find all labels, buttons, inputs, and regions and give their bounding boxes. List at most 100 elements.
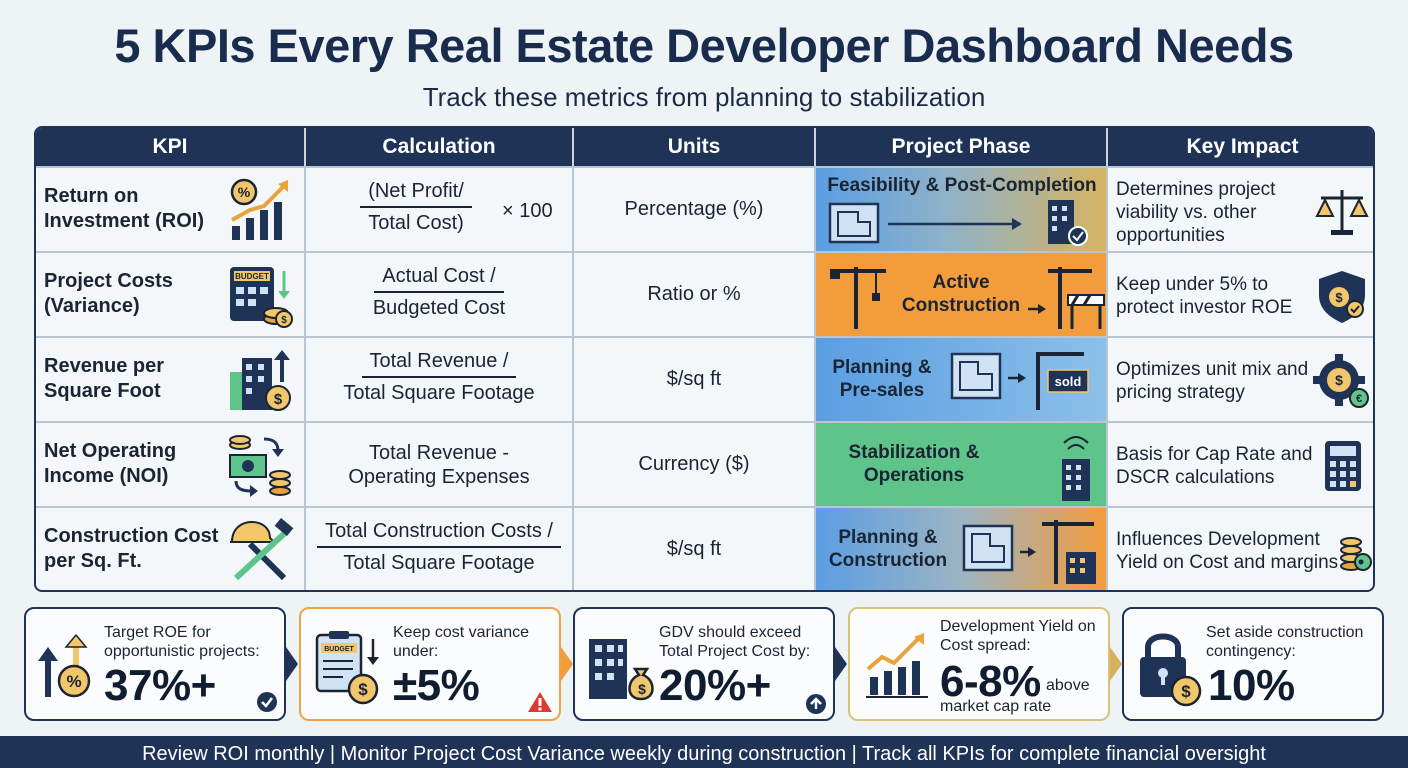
calculation-numerator: Total Construction Costs / xyxy=(317,520,561,548)
calculation-denominator: Budgeted Cost xyxy=(372,297,506,319)
check-circle-icon xyxy=(257,692,277,712)
card-label: Target ROE for opportunistic projects: xyxy=(104,624,260,660)
units-cell: $/sq ft xyxy=(574,338,816,421)
calculation-fraction: (Net Profit/ Total Cost) xyxy=(316,180,516,235)
shield-money-icon: $ xyxy=(1319,271,1365,323)
impact-cell: Influences Development Yield on Cost and… xyxy=(1108,508,1373,590)
phase-label: Stabilization & Operations xyxy=(848,442,980,486)
impact-text: Determines project viability vs. other o… xyxy=(1116,179,1276,246)
lock-coin-icon: $ xyxy=(1140,633,1202,707)
budget-clipboard-icon: BUDGET $ xyxy=(315,631,379,705)
units-cell: Currency ($) xyxy=(574,423,816,506)
kpi-name: Return on Investment (ROI) xyxy=(44,185,205,232)
column-header-units: Units xyxy=(574,128,816,166)
svg-text:BUDGET: BUDGET xyxy=(324,646,354,653)
yield-spread-card: Development Yield on Cost spread: 6-8% a… xyxy=(848,607,1110,721)
card-label: Development Yield on Cost spread: xyxy=(940,618,1096,654)
contingency-card: $ Set aside construction contingency: 10… xyxy=(1122,607,1384,721)
calculation-cell: (Net Profit/ Total Cost) × 100 xyxy=(306,168,574,251)
calculation-fraction: Total Revenue / Total Square Footage xyxy=(306,350,572,405)
table-header: KPI Calculation Units Project Phase Key … xyxy=(36,128,1373,166)
units-cell: Ratio or % xyxy=(574,253,816,336)
column-header-calculation: Calculation xyxy=(306,128,574,166)
card-value: ±5% xyxy=(393,661,480,710)
calculation-numerator: (Net Profit/ xyxy=(360,180,472,208)
kpi-cell: Net Operating Income (NOI) xyxy=(36,423,306,506)
calculation-fraction: Total Construction Costs / Total Square … xyxy=(306,520,572,575)
calculation-line: Total Revenue - xyxy=(368,442,510,464)
kpi-table: KPI Calculation Units Project Phase Key … xyxy=(34,126,1375,592)
arrow-up-circle-icon xyxy=(806,694,826,714)
phase-cell: Feasibility & Post-Completion xyxy=(816,168,1108,251)
phase-cell: Planning & Construction xyxy=(816,508,1108,590)
page-title: 5 KPIs Every Real Estate Developer Dashb… xyxy=(114,19,1294,72)
impact-text: Keep under 5% to protect investor ROE xyxy=(1116,274,1293,318)
svg-text:$: $ xyxy=(281,315,287,326)
units-value: Ratio or % xyxy=(647,283,741,305)
percent-arrow-icon: % xyxy=(38,633,91,698)
chevron-right-icon xyxy=(1110,647,1122,681)
calculation-line: Operating Expenses xyxy=(348,466,530,488)
impact-cell: Determines project viability vs. other o… xyxy=(1108,168,1373,251)
svg-text:$: $ xyxy=(1335,290,1343,305)
impact-text: Influences Development Yield on Cost and… xyxy=(1116,529,1339,573)
svg-text:sold: sold xyxy=(1055,374,1082,389)
calculation-denominator: Total Cost) xyxy=(368,212,464,234)
phase-cell: Planning & Pre-sales sold xyxy=(816,338,1108,421)
table-row: Construction Cost per Sq. Ft. Total Cons… xyxy=(36,506,1373,590)
column-header-kpi: KPI xyxy=(36,128,306,166)
units-value: Currency ($) xyxy=(638,453,750,475)
kpi-name: Project Costs (Variance) xyxy=(44,270,173,317)
column-header-key-impact: Key Impact xyxy=(1186,135,1299,158)
card-note: market cap rate xyxy=(940,698,1052,715)
card-suffix: above xyxy=(1046,677,1090,694)
calculator-icon xyxy=(1325,441,1361,491)
kpi-cell: Project Costs (Variance) BUDGET $ xyxy=(36,253,306,336)
units-cell: Percentage (%) xyxy=(574,168,816,251)
table-row: Net Operating Income (NOI) Total Revenue… xyxy=(36,421,1373,506)
budget-calculator-icon: BUDGET $ xyxy=(230,267,293,328)
warning-icon xyxy=(528,692,552,712)
svg-text:$: $ xyxy=(274,391,283,408)
units-value: Percentage (%) xyxy=(624,198,764,220)
gear-currency-icon: $ € xyxy=(1313,354,1369,408)
phase-label: Feasibility & Post-Completion xyxy=(827,175,1097,196)
calculation-denominator: Total Square Footage xyxy=(343,382,535,404)
calculation-fraction: Actual Cost / Budgeted Cost xyxy=(306,265,572,320)
svg-text:$: $ xyxy=(1335,372,1343,388)
impact-cell: Keep under 5% to protect investor ROE $ xyxy=(1108,253,1373,336)
calculation-cell: Total Construction Costs / Total Square … xyxy=(306,508,574,590)
svg-text:$: $ xyxy=(638,681,646,697)
calculation-numerator: Total Revenue / xyxy=(361,350,517,378)
calculation-numerator: Actual Cost / xyxy=(374,265,504,293)
blueprint-sold-icon: sold xyxy=(950,352,1089,410)
roi-chart-icon: % xyxy=(230,178,288,240)
calculation-cell: Total Revenue - Operating Expenses xyxy=(306,423,574,506)
calculation-cell: Actual Cost / Budgeted Cost xyxy=(306,253,574,336)
tools-icon xyxy=(230,518,294,581)
units-value: $/sq ft xyxy=(666,368,722,390)
units-value: $/sq ft xyxy=(666,538,722,560)
phase-label: Active Construction xyxy=(901,272,1021,316)
blueprint-to-crane-icon xyxy=(962,520,1096,584)
svg-text:%: % xyxy=(238,184,251,200)
card-value: 37%+ xyxy=(104,661,216,710)
phase-label: Planning & Construction xyxy=(828,527,948,571)
scale-icon xyxy=(1315,190,1369,235)
gdv-card: $ GDV should exceed Total Project Cost b… xyxy=(573,607,835,721)
phase-label: Planning & Pre-sales xyxy=(832,357,932,401)
phase-cell: Stabilization & Operations xyxy=(816,423,1108,506)
cost-variance-card: BUDGET $ Keep cost variance under: ±5% xyxy=(299,607,561,721)
kpi-name: Construction Cost per Sq. Ft. xyxy=(44,525,219,572)
calculation-cell: Total Revenue / Total Square Footage xyxy=(306,338,574,421)
building-dollar-icon: $ xyxy=(230,350,291,411)
impact-cell: Optimizes unit mix and pricing strategy … xyxy=(1108,338,1373,421)
impact-cell: Basis for Cap Rate and DSCR calculations xyxy=(1108,423,1373,506)
building-money-bag-icon: $ xyxy=(589,639,654,701)
svg-text:BUDGET: BUDGET xyxy=(235,272,269,281)
roe-target-card: % Target ROE for opportunistic projects:… xyxy=(24,607,286,721)
page-subtitle: Track these metrics from planning to sta… xyxy=(422,82,986,112)
chevron-right-icon xyxy=(286,647,298,681)
svg-text:€: € xyxy=(1356,393,1362,405)
card-value: 10% xyxy=(1208,661,1295,710)
